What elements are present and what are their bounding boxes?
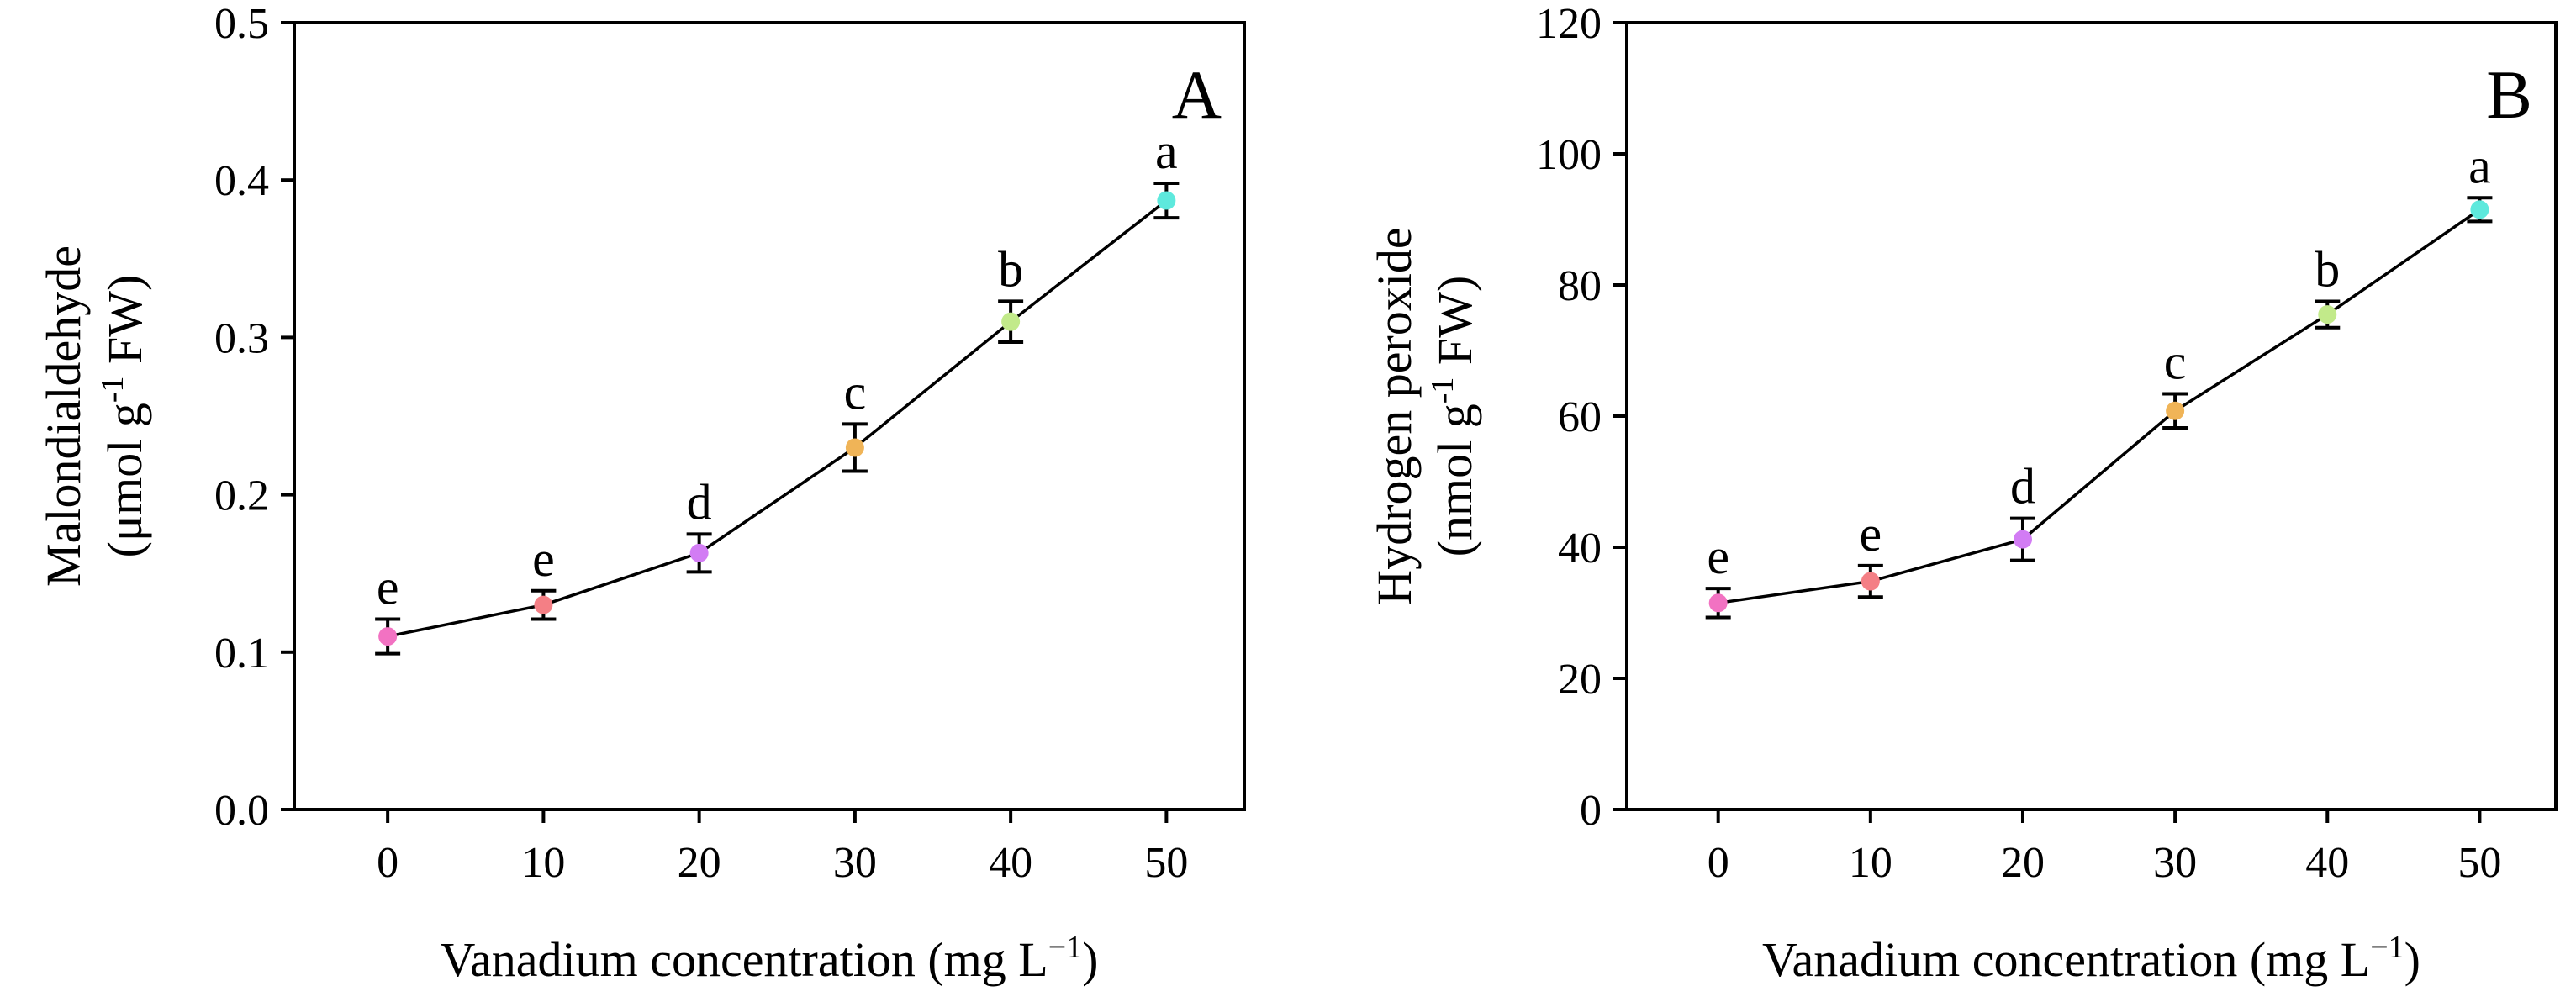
x-tick-label: 50 [1144, 839, 1188, 887]
y-axis-label: Hydrogen peroxide [1367, 227, 1422, 604]
data-point [378, 627, 398, 646]
data-point [2166, 401, 2185, 420]
significance-letter: a [2468, 138, 2491, 193]
y-axis-label: Malondialdehyde [36, 245, 91, 587]
x-tick-label: 0 [1708, 839, 1729, 887]
panel-b: 0 20 40 60 80 100 120 0 10 20 30 40 50 Vanadium conce… [1367, 0, 2558, 987]
significance-letter: b [998, 241, 1023, 297]
data-point [1157, 191, 1176, 210]
significance-letter: a [1155, 124, 1178, 179]
x-tick-label: 20 [2001, 839, 2045, 887]
significance-letter: e [377, 559, 399, 614]
x-tick-label: 40 [2305, 839, 2349, 887]
significance-letter: c [2164, 334, 2187, 389]
significance-letter: e [1860, 506, 1882, 562]
series-line [387, 199, 1168, 638]
x-tick-label: 20 [678, 839, 721, 887]
data-point [2013, 530, 2032, 549]
y-tick-label: 40 [1558, 525, 1602, 572]
y-tick-label: 20 [1558, 656, 1602, 704]
y-tick-label: 0.5 [214, 0, 269, 48]
y-tick-label: 100 [1536, 131, 1602, 179]
data-point [1708, 593, 1728, 613]
y-tick-label: 0.1 [214, 630, 269, 678]
x-axis-label: Vanadium concentration (mg L−1) [441, 930, 1099, 987]
y-tick-label: 0 [1580, 787, 1602, 835]
panel-label: A [1172, 56, 1222, 133]
x-tick-label: 10 [1849, 839, 1892, 887]
plot-frame [1625, 21, 2558, 811]
x-tick-label: 30 [833, 839, 877, 887]
y-tick-label: 120 [1536, 0, 1602, 48]
x-tick-label: 0 [377, 839, 399, 887]
data-point [2470, 200, 2489, 219]
significance-letter: d [687, 474, 712, 530]
data-point [689, 543, 709, 562]
y-axis-unit-label: (μmol g-1 FW) [95, 275, 152, 558]
significance-letter: d [2010, 459, 2035, 514]
x-tick-label: 30 [2153, 839, 2197, 887]
data-point [1001, 312, 1021, 331]
series-line [1718, 208, 2481, 605]
y-axis-unit-label: (nmol g-1 FW) [1425, 276, 1482, 557]
x-tick-label: 40 [989, 839, 1032, 887]
panel-a: 0.0 0.1 0.2 0.3 0.4 0.5 0 10 20 30 40 50 Vanadium co… [36, 0, 1246, 987]
data-point [1861, 572, 1880, 591]
y-tick-label: 0.2 [214, 472, 269, 520]
significance-letter: b [2315, 242, 2340, 298]
y-tick-label: 0.3 [214, 314, 269, 362]
data-point [2318, 305, 2337, 324]
x-tick-label: 50 [2457, 839, 2501, 887]
x-axis-label: Vanadium concentration (mg L−1) [1762, 930, 2420, 987]
x-tick-label: 10 [521, 839, 565, 887]
significance-letter: e [1707, 529, 1729, 584]
panel-label: B [2486, 56, 2532, 133]
significance-letter: e [532, 531, 555, 587]
y-tick-label: 80 [1558, 262, 1602, 310]
plot-frame [293, 21, 1246, 811]
y-tick-label: 0.0 [214, 787, 269, 835]
y-tick-label: 0.4 [214, 157, 269, 205]
y-tick-label: 60 [1558, 393, 1602, 441]
data-point [845, 438, 864, 457]
significance-letter: c [844, 364, 867, 419]
data-point [534, 595, 553, 614]
